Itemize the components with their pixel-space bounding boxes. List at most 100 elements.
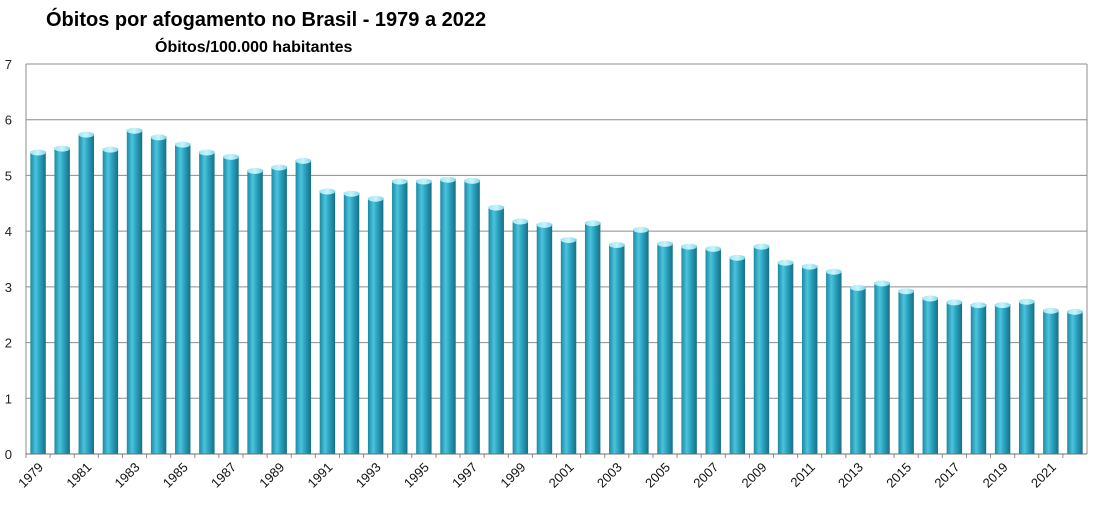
bar-1996 (440, 176, 456, 454)
bar-1999 (512, 218, 529, 454)
bar-2014 (874, 280, 890, 454)
bar (777, 261, 794, 454)
bar-cap (705, 245, 721, 252)
bar (970, 304, 987, 454)
y-tick-label: 7 (5, 57, 12, 72)
bar (753, 245, 770, 454)
bar-cap (560, 236, 577, 243)
bar (536, 223, 553, 454)
bar-2018 (970, 302, 987, 454)
bar-cap (464, 177, 480, 184)
bar (199, 151, 215, 454)
bar-cap (922, 295, 938, 302)
bar-1986 (199, 149, 215, 454)
bar (126, 129, 143, 454)
bar (319, 190, 336, 454)
bar-1992 (343, 190, 360, 454)
bar-cap (343, 190, 360, 197)
x-tick-label: 2011 (787, 460, 817, 490)
bar-2005 (657, 240, 673, 454)
bar (1018, 300, 1035, 454)
bar (994, 304, 1011, 454)
bar-cap (1067, 308, 1083, 315)
bar-2022 (1067, 308, 1083, 454)
bar-cap (102, 146, 119, 153)
bar-1982 (102, 146, 119, 454)
bar-2021 (1043, 307, 1059, 454)
bar-1991 (319, 188, 336, 454)
bar (464, 179, 480, 454)
bar-2001 (560, 236, 577, 454)
bar (850, 286, 866, 454)
bar-1983 (126, 127, 143, 454)
bar-cap (584, 220, 601, 227)
bar-2020 (1018, 298, 1035, 454)
chart-title: Óbitos por afogamento no Brasil - 1979 a… (46, 9, 487, 31)
bar-cap (175, 141, 191, 148)
x-tick-label: 2003 (594, 460, 625, 491)
bar (584, 222, 601, 454)
bar-1995 (416, 178, 432, 454)
bar-cap (199, 149, 215, 156)
bar-cap (609, 241, 625, 248)
bar-cap (319, 188, 336, 195)
bar-2010 (777, 259, 794, 454)
bar-2007 (705, 245, 721, 454)
bar (30, 151, 46, 454)
bar-cap (946, 299, 963, 306)
bar (295, 159, 312, 455)
x-axis-ticks: 1979 1981 1983 1985 1987 1989 1991 1993 1995 1997… (15, 453, 1087, 491)
bar-1990 (295, 157, 312, 455)
bar-2016 (922, 295, 938, 454)
bar-2003 (609, 241, 625, 454)
bar-2013 (850, 284, 866, 454)
x-tick-label: 2009 (739, 460, 770, 491)
bar-2019 (994, 302, 1011, 454)
bar (1067, 310, 1083, 454)
bar-cap (898, 288, 914, 295)
bar (1043, 309, 1059, 454)
bar (488, 206, 504, 454)
x-tick-label: 1987 (208, 460, 239, 491)
bar-cap (247, 167, 263, 174)
bar-cap (801, 263, 818, 270)
bar-2015 (898, 288, 914, 454)
bar-2012 (826, 268, 842, 454)
bar (54, 147, 70, 455)
x-tick-label: 2013 (835, 460, 866, 491)
bar-1994 (392, 178, 408, 454)
bar-1979 (30, 149, 46, 454)
bar-cap (367, 195, 384, 202)
bar (367, 197, 384, 454)
bar-cap (681, 243, 697, 250)
bar-cap (1018, 298, 1035, 305)
bar (247, 169, 263, 454)
x-tick-label: 2007 (690, 460, 721, 491)
x-tick-label: 1989 (256, 460, 287, 491)
bar-cap (729, 254, 746, 261)
bar-1985 (175, 141, 191, 454)
bar-cap (488, 204, 504, 211)
y-tick-label: 4 (5, 224, 12, 239)
bar-cap (416, 178, 432, 185)
bar (560, 238, 577, 454)
x-tick-label: 1983 (112, 460, 143, 491)
x-tick-label: 2001 (546, 460, 577, 491)
bar (175, 143, 191, 454)
bar-1980 (54, 145, 70, 455)
bar (826, 270, 842, 454)
y-tick-label: 5 (5, 168, 12, 183)
bar-cap (30, 149, 46, 156)
bar-cap (850, 284, 866, 291)
bar-cap (271, 164, 287, 171)
bar-2009 (753, 243, 770, 454)
bar (681, 245, 697, 454)
bar-1989 (271, 164, 287, 454)
bar-cap (777, 259, 794, 266)
bar-1998 (488, 204, 504, 454)
bar-2004 (633, 226, 649, 454)
bar (922, 297, 938, 454)
bar-2011 (801, 263, 818, 454)
bar-cap (126, 127, 143, 134)
bar-cap (150, 134, 167, 141)
